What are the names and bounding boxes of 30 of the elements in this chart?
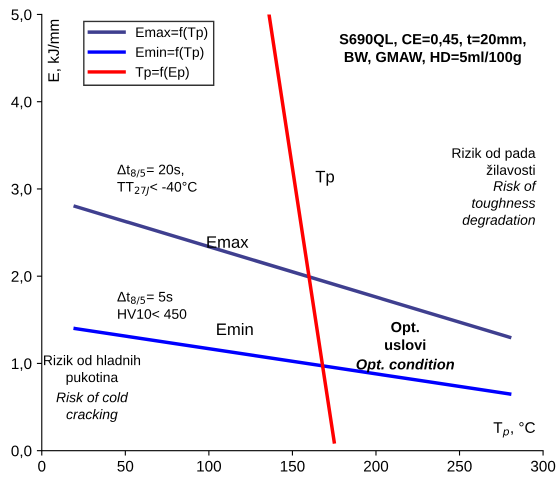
annotation: Tp <box>316 170 334 186</box>
annotation: S690QL, CE=0,45, t=20mm, BW, GMAW, HD=5ml/100g <box>340 34 526 66</box>
legend-label: Emin=f(Tp) <box>136 46 204 60</box>
y-tick-label: 4,0 <box>11 96 32 110</box>
y-tick-label: 0,0 <box>11 446 32 458</box>
legend-label: Emax=f(Tp) <box>136 26 208 40</box>
annotation: Rizik od hladnih pukotina <box>44 355 140 385</box>
x-tick-label: 200 <box>364 460 388 472</box>
annotation: Emin <box>217 322 253 336</box>
x-tick-label: 150 <box>280 460 305 472</box>
x-tick-label: 50 <box>117 460 134 472</box>
y-tick-label: 5,0 <box>11 9 32 22</box>
x-tick-label: 250 <box>448 460 472 472</box>
annotation: Rizik od pada žilavosti <box>452 148 536 175</box>
x-tick-label: 300 <box>530 460 556 472</box>
x-tick-label: 100 <box>197 460 222 472</box>
annotation: Δt$_{8/5}$= 20s, TT$_{27J}$< -40°C <box>117 164 197 196</box>
y-tick-label: 3,0 <box>11 184 32 196</box>
annotation: Opt. condition <box>356 358 454 372</box>
x-tick-label: 0 <box>38 460 46 472</box>
annotation: Emax <box>207 236 248 248</box>
y-axis-title: E, kJ/mm <box>48 20 61 82</box>
y-tick-label: 2,0 <box>12 271 32 284</box>
legend-label: Tp=f(Ep) <box>136 66 189 80</box>
annotation: Risk of cold cracking <box>56 392 128 422</box>
annotation: Δt$_{8/5}$= 5s HV10< 450 <box>117 292 186 319</box>
y-tick-label: 1,0 <box>12 358 32 371</box>
annotation: Risk of toughness degradation <box>462 180 537 228</box>
x-axis-title: T$_{p}$, °C <box>494 422 535 438</box>
annotation: Opt. uslovi <box>385 322 426 350</box>
